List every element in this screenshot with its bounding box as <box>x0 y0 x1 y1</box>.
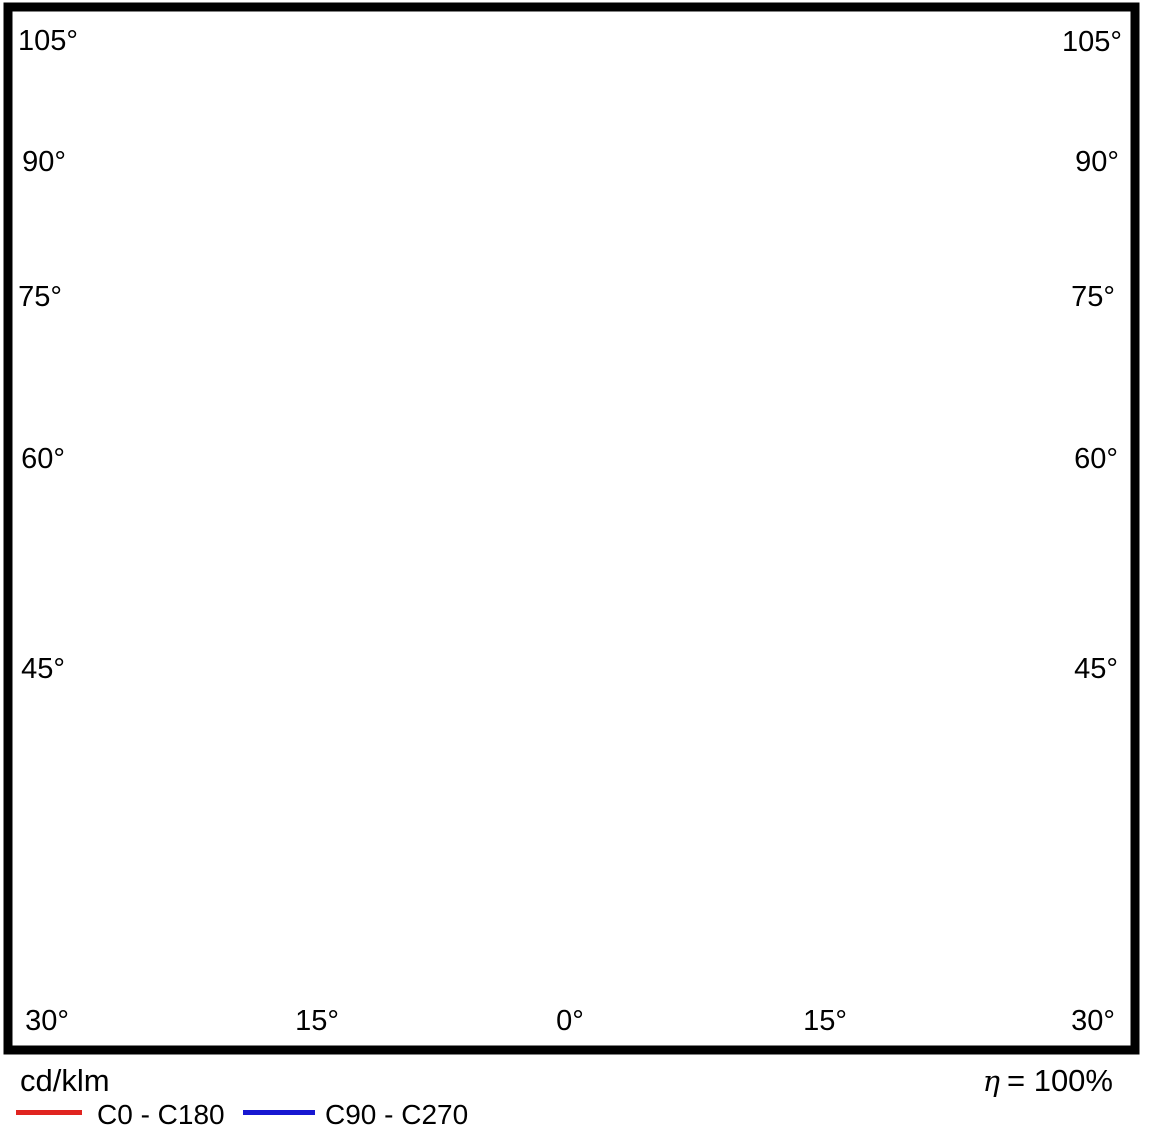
radial-value-gap <box>543 672 599 716</box>
angle-label-bg <box>286 1003 348 1037</box>
legend-label-c0-c180: C0 - C180 <box>97 1099 225 1130</box>
angle-label-bg <box>16 1003 78 1037</box>
legend-swatch-c90-c270 <box>243 1110 315 1115</box>
grid-ring <box>0 0 1164 1043</box>
eta-value: = 100% <box>1006 1063 1113 1098</box>
grid-spoke <box>0 256 419 969</box>
curve-c0-c180 <box>279 163 862 817</box>
grid-spoke <box>0 0 402 123</box>
angle-label-bg <box>1062 279 1124 313</box>
angle-label-bg <box>1066 144 1128 178</box>
angle-label: 30° <box>25 1005 69 1037</box>
unit-label: cd/klm <box>20 1063 110 1098</box>
radial-value-gap <box>543 847 599 891</box>
angle-label: 75° <box>18 281 62 313</box>
angle-label-bg <box>547 1003 593 1037</box>
grid-ring <box>396 0 746 343</box>
angle-label-bg <box>794 1003 856 1037</box>
angle-label: 15° <box>803 1005 847 1037</box>
angle-label-bg <box>1065 651 1127 685</box>
grid-spoke <box>740 213 1164 582</box>
grid-spoke <box>733 235 1164 780</box>
grid-ring <box>0 0 1164 868</box>
legend-label-c90-c270: C90 - C270 <box>325 1099 469 1130</box>
angle-label-bg <box>13 144 75 178</box>
angle-label: 0° <box>556 1005 584 1037</box>
grid-spoke <box>594 342 780 1143</box>
grid-ring <box>221 0 921 518</box>
grid-spoke <box>0 213 402 582</box>
efficiency-label: η = 100% <box>983 1063 1113 1099</box>
angle-label: 75° <box>1071 281 1115 313</box>
grid-spoke <box>745 0 1164 145</box>
legend-swatch-c0-c180 <box>16 1110 82 1115</box>
angle-labels: 105° 90° 75° 60° 45° 30° 105° 90° 75° 60° 45° 30° 15… <box>9 23 1131 1037</box>
angle-label-bg <box>1065 441 1127 475</box>
angle-label: 45° <box>1074 653 1118 685</box>
angle-label: 60° <box>1074 443 1118 475</box>
grid-spoke <box>0 235 409 780</box>
grid-spoke <box>740 0 1164 123</box>
angle-label: 15° <box>295 1005 339 1037</box>
radial-value-gap <box>543 497 599 541</box>
angle-label-bg <box>12 441 74 475</box>
angle-label: 105° <box>18 25 78 57</box>
plot-border <box>3 2 1140 1055</box>
angle-label-bg <box>1062 1003 1124 1037</box>
angle-label-bg <box>9 279 71 313</box>
eta-symbol: η <box>982 1064 1000 1098</box>
angle-label: 105° <box>1062 26 1122 58</box>
angle-label-bg <box>9 23 87 57</box>
angle-label-bg <box>1053 24 1131 58</box>
angle-label: 90° <box>1075 146 1119 178</box>
grid-ring <box>46 0 1096 693</box>
angle-label: 30° <box>1071 1005 1115 1037</box>
angle-label-bg <box>12 651 74 685</box>
grid-spoke <box>0 0 397 145</box>
angle-label: 90° <box>22 146 66 178</box>
grid-spoke <box>723 256 1164 969</box>
angle-label: 60° <box>21 443 65 475</box>
angle-label: 45° <box>21 653 65 685</box>
grid-spoke <box>362 342 548 1143</box>
curve-c90-c270 <box>281 160 861 812</box>
